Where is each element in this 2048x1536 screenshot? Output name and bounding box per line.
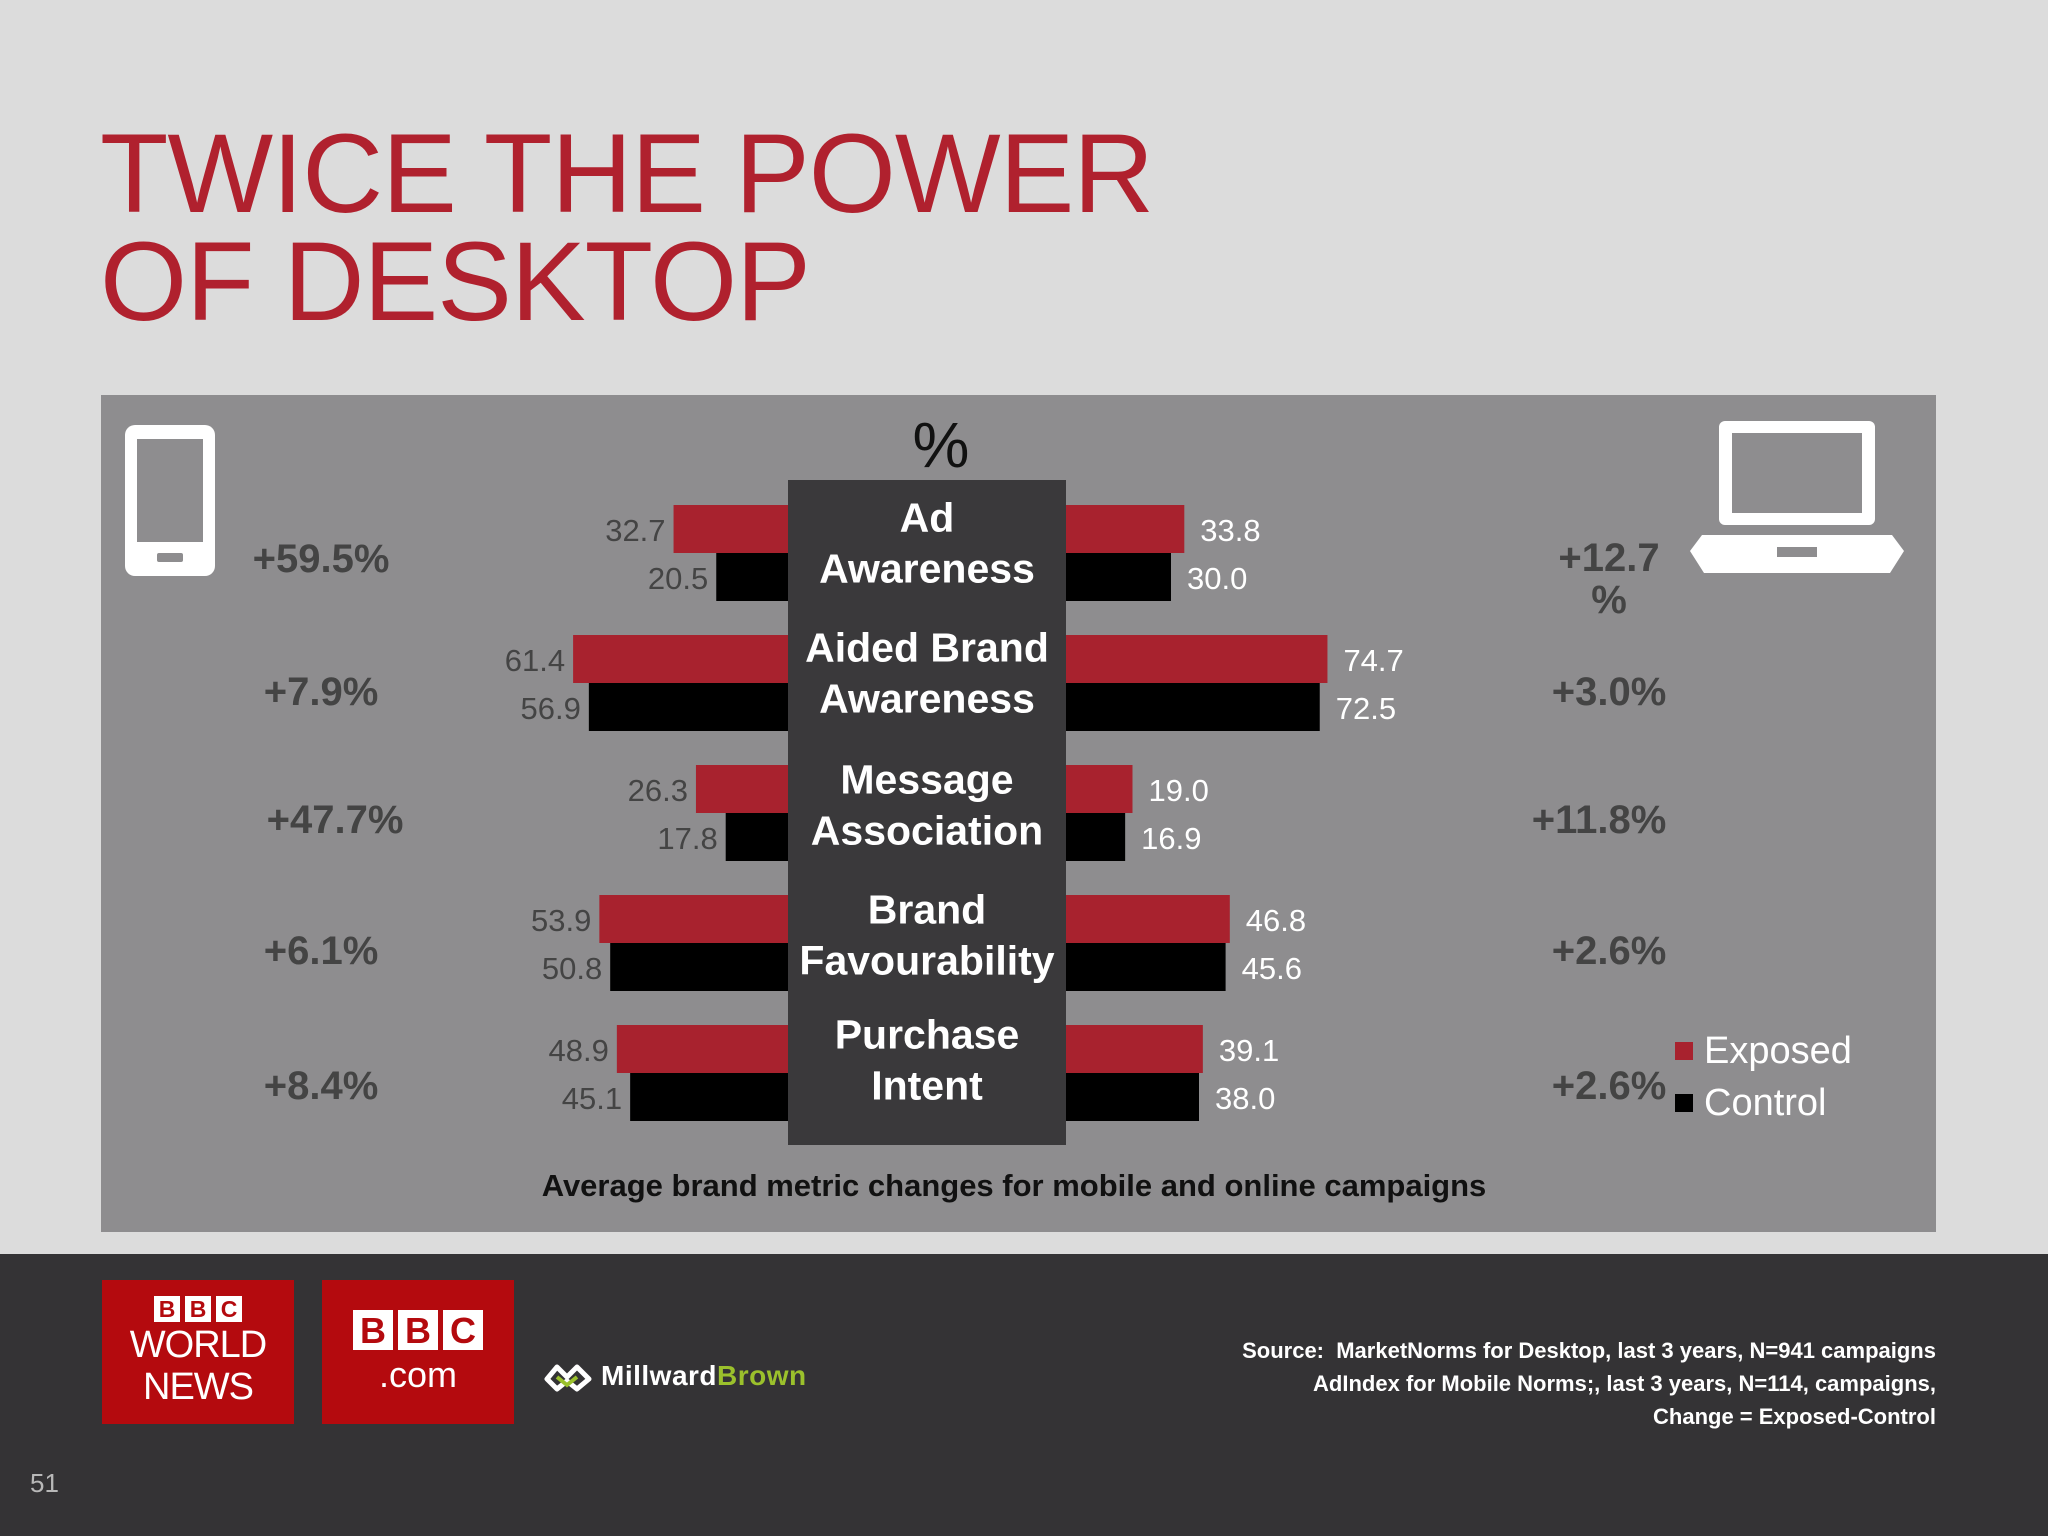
bar-right-exposed	[1066, 1025, 1203, 1073]
bar-right-control	[1066, 553, 1171, 601]
value-label-right-control: 45.6	[1242, 951, 1302, 986]
bar-left-control	[630, 1073, 788, 1121]
butterfly-bar-chart: % 32.7 20.5 +59.5% 61.4 56.9 +7.9% 26.3 17.8 +47…	[125, 409, 1904, 1203]
bbc-block: B	[353, 1310, 393, 1351]
change-label-right: +12.7	[1558, 536, 1659, 580]
bar-right-exposed	[1066, 635, 1328, 683]
change-label-left: +6.1%	[264, 929, 379, 973]
value-label-right-exposed: 19.0	[1149, 773, 1209, 808]
category-label: Favourability	[799, 938, 1054, 984]
bar-right-control	[1066, 683, 1320, 731]
legend-swatch-control	[1675, 1094, 1693, 1112]
value-label-left-control: 20.5	[648, 561, 708, 596]
change-label-right: +2.6%	[1552, 1064, 1667, 1108]
title-line-1: TWICE THE POWER	[100, 111, 1154, 236]
bar-left-exposed	[695, 765, 788, 813]
mobile-phone-icon	[125, 425, 215, 576]
bar-left-exposed	[573, 635, 788, 683]
bar-left-control	[716, 553, 788, 601]
change-label-left: +8.4%	[264, 1064, 379, 1108]
value-label-left-exposed: 61.4	[505, 643, 565, 678]
value-label-right-control: 72.5	[1336, 691, 1396, 726]
value-label-left-control: 17.8	[657, 821, 717, 856]
value-label-left-exposed: 26.3	[628, 773, 688, 808]
millward-text: Millward	[601, 1360, 718, 1391]
bbc-block: C	[443, 1310, 483, 1351]
change-label-left: +47.7%	[267, 798, 404, 842]
bar-right-control	[1066, 813, 1126, 861]
value-label-left-control: 50.8	[542, 951, 602, 986]
bar-left-control	[610, 943, 788, 991]
chart-panel: % 32.7 20.5 +59.5% 61.4 56.9 +7.9% 26.3 17.8 +47…	[101, 395, 1936, 1232]
bbc-com-logo: B B C .com	[322, 1280, 514, 1424]
category-label: Message	[840, 757, 1013, 803]
unit-label: %	[913, 409, 970, 481]
change-label-right: +3.0%	[1552, 670, 1667, 714]
title-line-2: OF DESKTOP	[100, 219, 811, 344]
change-label-left: +59.5%	[253, 537, 390, 581]
bar-right-exposed	[1066, 765, 1133, 813]
value-label-right-control: 38.0	[1215, 1081, 1275, 1116]
bbc-block: B	[185, 1296, 211, 1322]
change-label-left: +7.9%	[264, 670, 379, 714]
change-label-right: %	[1591, 578, 1627, 622]
source-note: Source: MarketNorms for Desktop, last 3 …	[1242, 1334, 1936, 1433]
dot-com-text: .com	[378, 1354, 457, 1395]
value-label-right-exposed: 39.1	[1219, 1033, 1279, 1068]
brown-text: Brown	[717, 1360, 807, 1391]
value-label-right-exposed: 33.8	[1200, 513, 1260, 548]
value-label-left-exposed: 53.9	[531, 903, 591, 938]
category-label-box	[788, 480, 1066, 1145]
category-label: Aided Brand	[805, 625, 1049, 671]
news-text: NEWS	[143, 1366, 254, 1408]
change-label-right: +2.6%	[1552, 929, 1667, 973]
source-line-2: AdIndex for Mobile Norms;, last 3 years,…	[1313, 1371, 1936, 1396]
bar-left-exposed	[673, 505, 788, 553]
bar-right-exposed	[1066, 895, 1230, 943]
category-label: Ad	[900, 495, 955, 541]
bbc-block: B	[398, 1310, 438, 1351]
category-label: Awareness	[819, 676, 1035, 722]
bar-right-control	[1066, 1073, 1199, 1121]
bar-left-control	[725, 813, 788, 861]
bar-left-control	[588, 683, 788, 731]
bar-left-exposed	[616, 1025, 788, 1073]
value-label-left-control: 56.9	[521, 691, 581, 726]
legend-label-exposed: Exposed	[1704, 1030, 1852, 1072]
legend-label-control: Control	[1704, 1082, 1827, 1124]
category-label: Intent	[871, 1063, 983, 1109]
value-label-right-control: 30.0	[1187, 561, 1247, 596]
category-label: Awareness	[819, 546, 1035, 592]
category-label: Association	[811, 808, 1043, 854]
bar-left-exposed	[599, 895, 788, 943]
millward-brown-logo-icon	[544, 1364, 592, 1392]
bbc-blocks: B B C	[102, 1296, 294, 1322]
slide-title: TWICE THE POWER OF DESKTOP	[100, 111, 1154, 344]
value-label-right-control: 16.9	[1141, 821, 1201, 856]
value-label-left-exposed: 48.9	[549, 1033, 609, 1068]
page-number: 51	[30, 1468, 59, 1498]
laptop-icon	[1690, 421, 1904, 573]
bbc-block: B	[154, 1296, 180, 1322]
bar-right-exposed	[1066, 505, 1185, 553]
bbc-block: C	[216, 1296, 242, 1322]
world-text: WORLD	[129, 1324, 267, 1366]
legend-swatch-exposed	[1675, 1042, 1693, 1060]
bar-right-control	[1066, 943, 1226, 991]
legend: Exposed Control	[1675, 1030, 1852, 1124]
source-line-1: Source: MarketNorms for Desktop, last 3 …	[1242, 1338, 1936, 1363]
category-label: Purchase	[835, 1012, 1020, 1058]
millward-brown-logo: MillwardBrown	[543, 1354, 807, 1398]
millward-brown-text: MillwardBrown	[601, 1360, 807, 1392]
chart-subtitle: Average brand metric changes for mobile …	[542, 1168, 1487, 1203]
category-label: Brand	[868, 887, 986, 933]
value-label-right-exposed: 74.7	[1343, 643, 1403, 678]
source-line-3: Change = Exposed-Control	[1653, 1404, 1936, 1429]
change-label-right: +11.8%	[1532, 798, 1667, 842]
bbc-blocks: B B C	[322, 1310, 514, 1351]
bbc-world-news-logo: B B C WORLD NEWS	[102, 1280, 294, 1424]
value-label-left-control: 45.1	[562, 1081, 622, 1116]
value-label-right-exposed: 46.8	[1246, 903, 1306, 938]
value-label-left-exposed: 32.7	[605, 513, 665, 548]
